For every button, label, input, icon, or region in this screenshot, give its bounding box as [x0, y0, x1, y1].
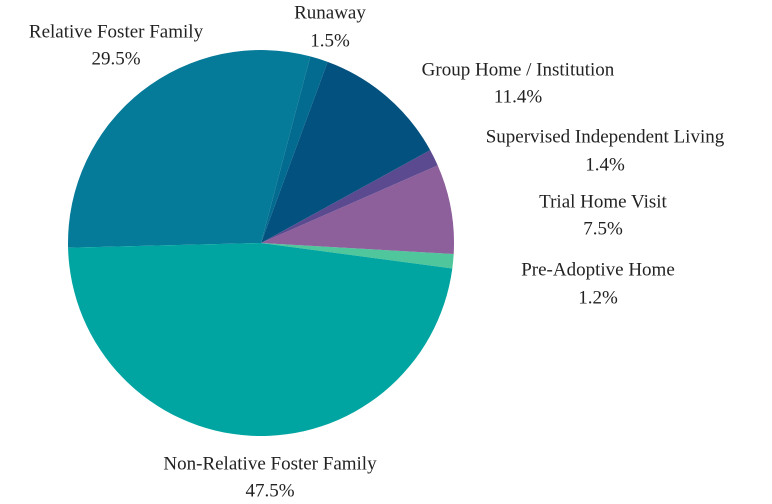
pie-slice [261, 165, 454, 255]
slice-value-label: 47.5% [245, 480, 294, 501]
slice-label: Runaway [294, 2, 366, 23]
slice-value-label: 29.5% [91, 48, 140, 69]
pie-slice [261, 61, 431, 243]
slice-label: Pre-Adoptive Home [521, 259, 675, 280]
pie-slice [261, 56, 328, 243]
pie-slice [261, 150, 438, 243]
slice-value-label: 11.4% [494, 86, 543, 107]
slice-label: Trial Home Visit [539, 191, 667, 212]
slice-label: Relative Foster Family [29, 21, 204, 42]
pie-slice [68, 243, 453, 436]
slice-value-label: 1.4% [585, 154, 625, 175]
slice-label: Group Home / Institution [422, 59, 615, 80]
pie-slice [261, 243, 454, 269]
slice-value-label: 1.5% [310, 30, 350, 51]
slice-value-label: 7.5% [583, 218, 623, 239]
slice-label: Non-Relative Foster Family [163, 453, 377, 474]
pie-slice [67, 49, 311, 248]
slice-label: Supervised Independent Living [486, 126, 725, 147]
slice-value-label: 1.2% [578, 287, 618, 308]
